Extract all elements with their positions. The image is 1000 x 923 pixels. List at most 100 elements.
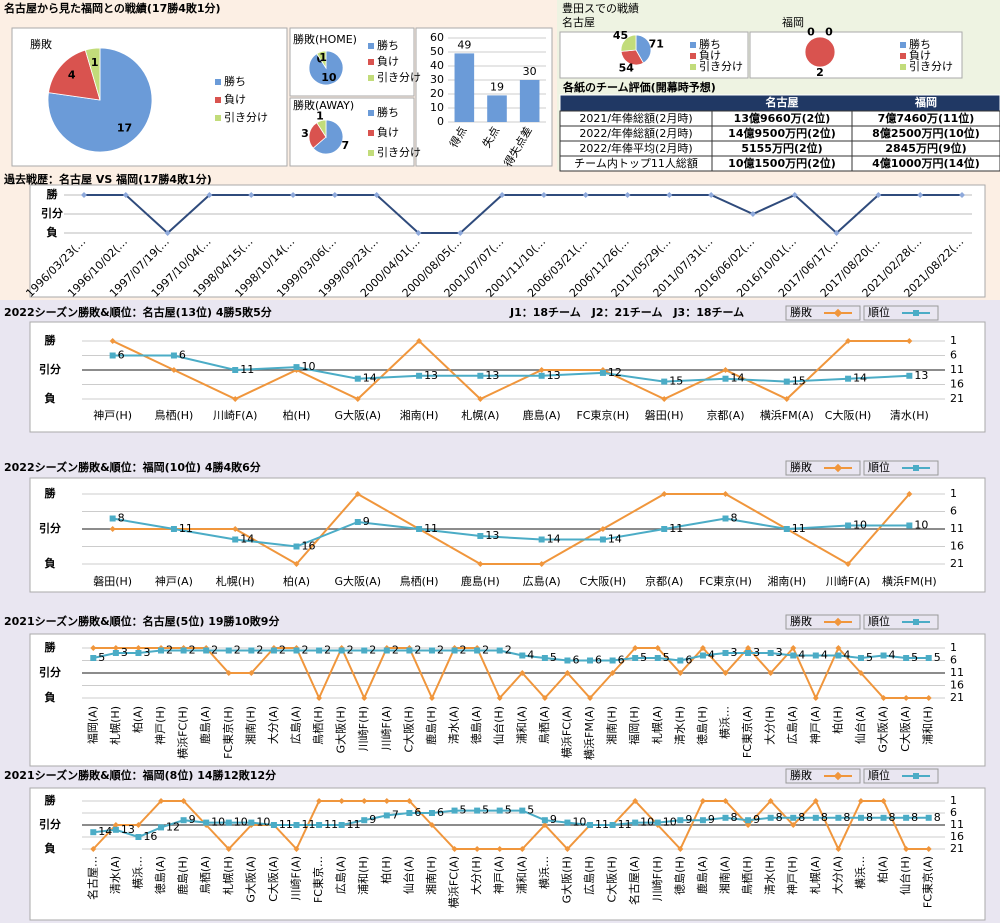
data-label: 30 xyxy=(523,65,537,78)
point xyxy=(474,807,481,814)
y2-tick-label: 11 xyxy=(950,818,964,831)
data-label: 14 xyxy=(363,372,377,385)
legend-label: 引き分け xyxy=(909,59,953,73)
legend-label: 負け xyxy=(377,126,399,139)
pie-label: 17 xyxy=(117,121,132,134)
y-tick-label: 負 xyxy=(45,841,56,855)
legend-label: 負け xyxy=(377,55,399,68)
point xyxy=(587,657,594,664)
y-tick-label: 勝 xyxy=(47,187,59,201)
point xyxy=(293,846,300,852)
x-tick-label: 川崎F(A) xyxy=(379,706,393,750)
data-label: 11 xyxy=(595,818,609,831)
x-tick-label: 鹿島(A) xyxy=(198,706,212,744)
data-label: 9 xyxy=(685,813,692,826)
legend-label: 引き分け xyxy=(699,59,743,73)
x-tick-label: 湘南(H) xyxy=(605,706,619,745)
x-tick-label: 横浜FC(A) xyxy=(559,706,573,758)
x-tick-label: 鹿島(H) xyxy=(424,706,438,745)
legend-label: 勝ち xyxy=(699,37,721,51)
chart-title: 2022シーズン勝敗&順位：福岡(10位) 4勝4敗6分 xyxy=(4,460,261,474)
point xyxy=(835,645,842,651)
data-label: 14 xyxy=(98,825,112,838)
x-tick-label: 仙台(H) xyxy=(898,856,912,895)
x-tick-label: C大阪(H) xyxy=(580,574,627,588)
line xyxy=(112,339,910,401)
panel xyxy=(559,31,749,79)
data-label: 10 xyxy=(572,816,586,829)
x-tick-label: C大阪(A) xyxy=(898,706,912,752)
x-tick-label: 鹿島(H) xyxy=(461,574,500,588)
point xyxy=(587,822,594,828)
data-label: 10 xyxy=(211,816,225,829)
data-label: 8 xyxy=(118,512,125,525)
table-row-label: 2021/年俸総額(2月時) xyxy=(579,111,692,125)
point xyxy=(496,846,503,852)
point xyxy=(180,817,187,824)
data-label: 9 xyxy=(550,813,557,826)
point xyxy=(112,822,119,828)
point xyxy=(109,526,116,532)
point xyxy=(90,846,97,852)
data-label: 4 xyxy=(527,649,534,662)
pie-label: 1 xyxy=(319,51,327,64)
point xyxy=(791,192,798,198)
data-label: 5 xyxy=(482,804,489,817)
pie-title: 勝敗 xyxy=(30,37,52,51)
legend-label: 引き分け xyxy=(377,145,421,159)
point xyxy=(316,695,323,701)
x-tick-label: FC東京(H) xyxy=(576,408,629,422)
data-label: 13 xyxy=(424,369,438,382)
point xyxy=(112,650,119,656)
point xyxy=(451,647,458,654)
data-label: 2 xyxy=(279,644,286,657)
x-tick-label: 鹿島(A) xyxy=(523,408,561,422)
legend-marker xyxy=(833,308,843,318)
point xyxy=(135,645,142,651)
legend-label: 負け xyxy=(224,93,246,106)
point xyxy=(677,657,684,664)
data-label: 8 xyxy=(866,811,873,824)
point xyxy=(406,810,413,816)
point xyxy=(290,192,297,198)
data-label: 5 xyxy=(550,651,557,664)
x-tick-label: 清水(H) xyxy=(764,856,777,895)
point xyxy=(661,491,668,497)
point xyxy=(90,655,97,661)
pie-title: 勝敗(HOME) xyxy=(293,32,357,46)
data-label: 2 xyxy=(234,644,241,657)
legend-swatch xyxy=(368,150,374,156)
y-tick-label: 勝 xyxy=(45,640,57,654)
y2-tick-label: 16 xyxy=(950,830,964,843)
y-tick-label: 30 xyxy=(430,73,444,86)
point xyxy=(564,670,571,676)
pie-slice xyxy=(620,49,644,66)
x-tick-label: 福岡(A) xyxy=(85,706,99,744)
x-tick-label: 川崎F(H) xyxy=(650,856,664,901)
x-tick-label: 浦和(A) xyxy=(515,856,528,894)
point xyxy=(354,519,361,525)
point xyxy=(632,798,639,804)
table-cell: 14億9500万円(2位) xyxy=(728,126,836,140)
point xyxy=(835,814,842,821)
point xyxy=(164,230,171,236)
table-row-label: チーム内トップ11人総額 xyxy=(574,156,698,170)
point xyxy=(316,798,323,804)
legend-box xyxy=(863,305,939,321)
x-tick-label: FC東京(A) xyxy=(740,706,754,758)
point xyxy=(225,846,232,852)
x-tick-label: 仙台(A) xyxy=(401,856,415,894)
data-label: 13 xyxy=(547,369,561,382)
annotation: J1：18チーム J2：21チーム J3：18チーム xyxy=(509,306,744,319)
data-label: 6 xyxy=(572,654,579,667)
y2-tick-label: 21 xyxy=(950,691,964,704)
legend-label: 順位 xyxy=(868,614,890,628)
point xyxy=(925,846,932,852)
legend-marker xyxy=(833,771,843,781)
data-label: 4 xyxy=(708,649,715,662)
data-label: 11 xyxy=(302,818,316,831)
panel xyxy=(29,477,986,593)
point xyxy=(338,647,345,654)
pie-slice xyxy=(308,122,327,149)
